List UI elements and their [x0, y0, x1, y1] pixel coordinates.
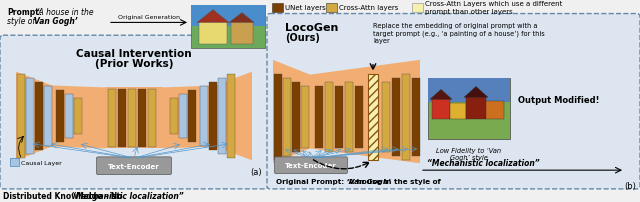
Text: Causal Layer: Causal Layer	[21, 160, 61, 165]
Bar	[326, 4, 337, 13]
Bar	[128, 90, 136, 147]
Bar	[105, 88, 163, 149]
Polygon shape	[197, 11, 229, 23]
Text: Text-Encoder: Text-Encoder	[285, 162, 337, 168]
Bar	[188, 91, 196, 142]
Bar	[26, 78, 34, 155]
Text: (a): (a)	[250, 167, 262, 176]
Polygon shape	[229, 14, 254, 23]
Bar	[450, 104, 466, 119]
Bar	[283, 78, 291, 157]
Polygon shape	[464, 87, 488, 98]
Text: “Mechanistic localization”: “Mechanistic localization”	[427, 158, 540, 167]
Bar	[44, 87, 52, 146]
Bar	[301, 87, 309, 148]
Bar	[466, 98, 486, 119]
Bar	[200, 87, 208, 146]
Text: “Mechanistic localization”: “Mechanistic localization”	[71, 191, 184, 200]
Text: (Ours): (Ours)	[285, 33, 320, 43]
Text: Low Fidelity to ‘Van
Gogh’ style: Low Fidelity to ‘Van Gogh’ style	[436, 147, 502, 160]
Polygon shape	[215, 72, 252, 161]
Bar	[227, 75, 235, 158]
Bar	[170, 99, 178, 134]
Text: Prompt:: Prompt:	[7, 8, 42, 17]
Bar	[74, 99, 82, 134]
Bar	[108, 90, 116, 147]
Bar	[486, 102, 504, 119]
Polygon shape	[52, 86, 105, 149]
Bar	[191, 6, 265, 27]
Text: style of: style of	[7, 16, 37, 25]
Text: ‘A house in the: ‘A house in the	[37, 8, 93, 17]
Bar	[345, 82, 353, 153]
Bar	[138, 90, 146, 147]
Text: Cross-Attn Layers which use a different
prompt than other layers: Cross-Attn Layers which use a different …	[425, 1, 563, 15]
Bar	[272, 4, 283, 13]
Text: Text-Encoder: Text-Encoder	[108, 163, 160, 169]
Bar	[428, 78, 510, 102]
Bar	[315, 87, 323, 148]
Text: LocoGen: LocoGen	[285, 23, 339, 33]
Bar	[199, 23, 227, 45]
Bar	[35, 82, 43, 151]
Bar	[191, 6, 265, 49]
Text: Original Prompt: ‘A house in the style of: Original Prompt: ‘A house in the style o…	[276, 178, 444, 184]
Text: UNet layers: UNet layers	[285, 5, 326, 11]
Bar	[218, 78, 226, 155]
Bar	[325, 82, 333, 153]
Text: Cross-Attn layers: Cross-Attn layers	[339, 5, 398, 11]
Text: Van Gogh’: Van Gogh’	[349, 178, 391, 184]
Bar	[402, 74, 410, 161]
Bar	[231, 23, 253, 45]
FancyBboxPatch shape	[97, 157, 172, 175]
Text: (Prior Works): (Prior Works)	[95, 59, 173, 68]
Bar	[382, 82, 390, 153]
Polygon shape	[163, 86, 215, 149]
Polygon shape	[16, 72, 52, 161]
Bar	[412, 78, 420, 157]
Bar	[56, 91, 64, 142]
Bar	[209, 82, 217, 151]
Bar	[428, 78, 510, 139]
FancyBboxPatch shape	[267, 15, 640, 189]
Bar	[412, 4, 423, 13]
Bar	[355, 87, 363, 148]
Bar	[65, 95, 73, 138]
Bar	[10, 159, 19, 166]
Bar	[292, 82, 300, 153]
Text: (b): (b)	[624, 181, 636, 190]
Bar	[335, 87, 343, 148]
Bar	[432, 100, 450, 119]
Bar	[392, 78, 400, 157]
FancyBboxPatch shape	[275, 157, 348, 174]
Text: Replace the embedding of original prompt with a
target prompt (e.g., ‘a painting: Replace the embedding of original prompt…	[373, 23, 545, 44]
Bar	[368, 74, 378, 161]
Polygon shape	[310, 61, 420, 163]
Bar	[118, 90, 126, 147]
Bar	[274, 74, 282, 161]
Bar	[17, 75, 25, 158]
Bar	[179, 95, 187, 138]
FancyBboxPatch shape	[0, 36, 268, 189]
Polygon shape	[273, 61, 310, 163]
Text: Distributed Knowledge - No: Distributed Knowledge - No	[3, 191, 125, 200]
Text: Causal Intervention: Causal Intervention	[76, 49, 192, 59]
Bar	[368, 74, 378, 161]
Text: Output Modified!: Output Modified!	[518, 95, 600, 104]
Text: Original Generation: Original Generation	[118, 15, 180, 20]
Text: Van Gogh’: Van Gogh’	[34, 16, 77, 25]
Bar	[148, 90, 156, 147]
Polygon shape	[430, 90, 452, 100]
